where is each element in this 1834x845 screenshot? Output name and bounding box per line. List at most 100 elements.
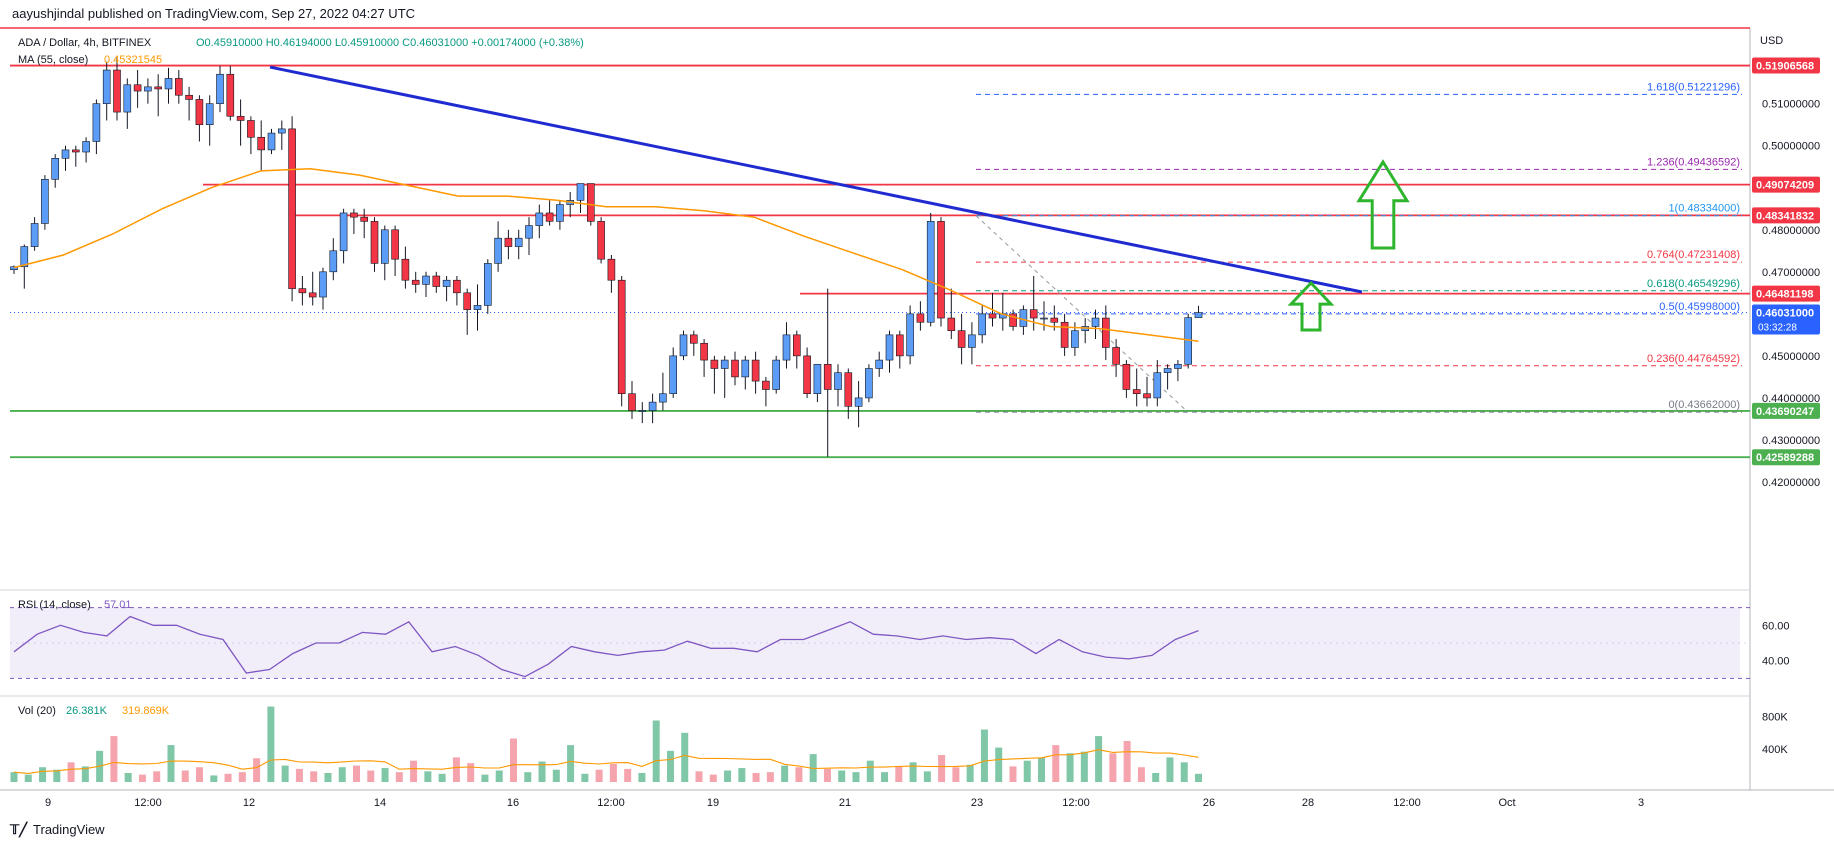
candle-body xyxy=(133,84,142,92)
volume-bar xyxy=(438,773,446,782)
volume-bar xyxy=(652,720,660,782)
volume-bar xyxy=(1180,762,1188,782)
time-axis-label: 28 xyxy=(1302,797,1314,809)
candle-body xyxy=(844,372,853,407)
volume-bar xyxy=(381,768,389,782)
volume-bar xyxy=(524,772,532,782)
time-axis-label: 26 xyxy=(1203,797,1215,809)
fib-level-label: 0.5(0.45998000) xyxy=(1659,301,1740,313)
candle-body xyxy=(1153,372,1162,399)
candle-body xyxy=(144,86,152,92)
volume-bar xyxy=(738,768,746,782)
volume-bar xyxy=(367,770,375,782)
volume-bar xyxy=(138,774,146,782)
volume-bar xyxy=(467,763,475,782)
candle-body xyxy=(401,258,410,281)
time-axis-label: 12 xyxy=(243,797,255,809)
candle-body xyxy=(968,334,976,348)
tradingview-logo[interactable]: 𝕋╱ TradingView xyxy=(10,822,105,838)
volume-bar xyxy=(452,757,460,782)
candle-body xyxy=(20,246,29,268)
candle-body xyxy=(380,229,389,264)
volume-bar xyxy=(267,706,275,782)
fib-diagonal xyxy=(975,215,1189,413)
price-axis-tick: 0.50000000 xyxy=(1762,141,1820,153)
candle-body xyxy=(1132,389,1141,395)
current-price-label: 0.46031000 xyxy=(1756,308,1814,320)
volume-bar xyxy=(980,729,988,782)
candle-body xyxy=(1019,309,1028,327)
volume-bar xyxy=(410,760,418,782)
legend-symbol: ADA / Dollar, 4h, BITFINEX xyxy=(18,37,152,49)
candle-body xyxy=(483,263,492,306)
volume-bar xyxy=(866,760,874,782)
candle-body xyxy=(988,313,997,319)
price-axis-tick: 0.45000000 xyxy=(1762,351,1820,363)
candle-body xyxy=(82,141,90,153)
volume-bar xyxy=(424,771,432,782)
volume-bar xyxy=(795,767,803,782)
candle-body xyxy=(504,237,513,247)
volume-bar xyxy=(581,773,589,782)
level-price-label: 0.51906568 xyxy=(1756,61,1814,73)
level-price-label: 0.48341832 xyxy=(1756,210,1814,222)
chart-background xyxy=(0,28,1834,815)
publish-header: aayushjindal published on TradingView.co… xyxy=(0,0,1834,28)
volume-bar xyxy=(752,772,760,782)
level-price-tag xyxy=(1752,176,1820,193)
candle-body xyxy=(710,359,719,369)
volume-bar xyxy=(1052,745,1060,782)
price-axis-tick: 0.48000000 xyxy=(1762,225,1820,237)
candle-body xyxy=(937,221,945,319)
candle-body xyxy=(792,334,801,357)
candle-body xyxy=(576,183,585,201)
volume-bar xyxy=(909,762,917,782)
candle-body xyxy=(319,271,327,298)
candle-body xyxy=(442,279,451,287)
candle-body xyxy=(494,237,502,264)
volume-axis-tick: 400K xyxy=(1762,744,1788,756)
candle-body xyxy=(339,212,348,252)
volume-bar xyxy=(81,766,89,782)
volume-bar xyxy=(923,771,931,782)
rsi-label: RSI (14, close) xyxy=(18,599,91,611)
candle-body xyxy=(391,229,399,260)
bar-countdown: 03:32:28 xyxy=(1758,323,1797,334)
fib-level-label: 0(0.43662000) xyxy=(1668,399,1740,411)
candle-body xyxy=(72,149,80,153)
candle-body xyxy=(360,216,369,222)
candle-body xyxy=(236,115,245,121)
volume-bar xyxy=(1123,741,1131,782)
candle-body xyxy=(803,355,811,395)
candle-body xyxy=(1143,393,1151,399)
level-price-label: 0.49074209 xyxy=(1756,180,1814,192)
price-axis-tick: 0.47000000 xyxy=(1762,267,1820,279)
volume-bar xyxy=(1009,766,1017,782)
volume-bar xyxy=(838,770,846,782)
volume-bar xyxy=(567,745,575,782)
level-price-tag xyxy=(1752,207,1820,224)
volume-bar xyxy=(852,772,860,782)
candle-body xyxy=(679,334,688,357)
candle-body xyxy=(669,355,678,395)
candle-body xyxy=(226,73,235,117)
fib-level-label: 0.236(0.44764592) xyxy=(1647,353,1740,365)
candle-body xyxy=(535,212,544,226)
candle-body xyxy=(267,132,276,151)
candle-body xyxy=(41,179,49,224)
candle-body xyxy=(978,313,987,336)
moving-average-line xyxy=(13,168,1199,342)
target-up-arrow-small xyxy=(1287,280,1335,332)
volume-bar xyxy=(181,770,189,782)
candle-body xyxy=(61,149,70,159)
chart-area[interactable]: USD 0.51000000 0.50000000 0.48000000 0.47000… xyxy=(0,0,1834,815)
candle-body xyxy=(277,128,286,134)
volume-bar xyxy=(395,772,403,782)
candle-body xyxy=(370,221,379,264)
current-price-tag xyxy=(1752,304,1820,335)
volume-bar xyxy=(823,768,831,782)
volume-bar xyxy=(238,772,246,782)
candle-body xyxy=(586,183,595,222)
volume-bar xyxy=(1137,767,1145,782)
candle-body xyxy=(1009,313,1017,327)
